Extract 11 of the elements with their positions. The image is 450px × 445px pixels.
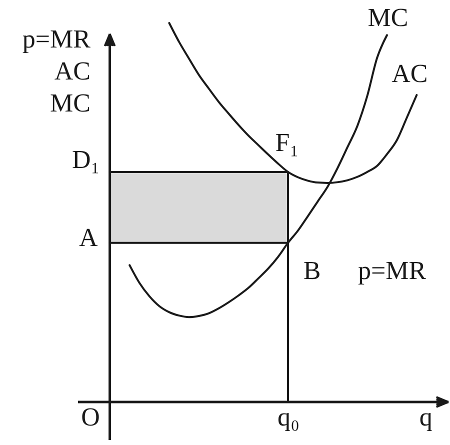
x-tick-label: q₀ [277, 402, 300, 432]
y-axis-title: p=MR AC MC [22, 24, 92, 118]
series-label: AC [392, 59, 428, 88]
annotation: B [303, 256, 321, 285]
text: p=MR [358, 256, 427, 285]
annotation: A [79, 222, 98, 252]
x-tick-label: O [81, 402, 100, 432]
series-label: MC [368, 3, 408, 32]
annotation: D₁ [72, 144, 100, 174]
x-axis-title: q [419, 402, 432, 432]
annotation: F₁ [275, 128, 299, 157]
